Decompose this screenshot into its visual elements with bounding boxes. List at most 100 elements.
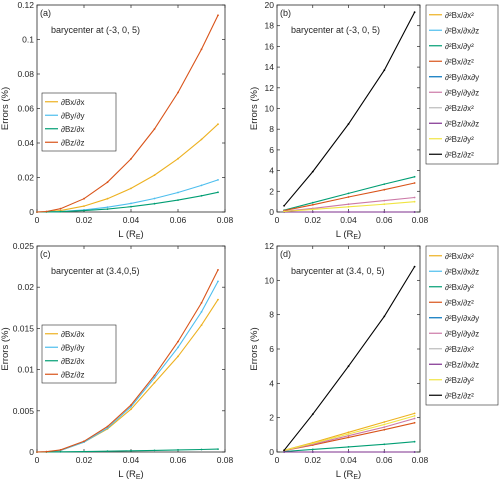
data-point (383, 183, 386, 186)
x-tick-label: 0 (275, 455, 280, 465)
data-point (106, 197, 109, 200)
data-point (200, 302, 203, 304)
legend: ∂²Bx/∂x² ∂²Bx/∂x∂z ∂²Bx/∂y² ∂²Bx/∂z² ∂²By/∂x… (425, 4, 499, 165)
data-point (217, 448, 219, 450)
legend-entry: ∂²Bz/∂y² (445, 135, 474, 144)
data-point (347, 203, 350, 206)
legend-entry: ∂²By/∂y∂z (445, 88, 479, 97)
data-point (413, 415, 416, 417)
data-point (153, 197, 156, 200)
data-point (200, 48, 203, 51)
legend-entry: ∂²Bz/∂x∂z (445, 360, 479, 369)
x-tick-label: 0.08 (412, 455, 429, 465)
y-tick-label: 0.08 (17, 69, 34, 79)
series-line (36, 191, 219, 213)
data-point (153, 376, 156, 379)
legend-entry: ∂²Bz/∂x² (445, 345, 474, 354)
panel-label: (d) (280, 249, 291, 259)
chart-panel-2: 0 0.02 0.04 0.06 0.08 0 2 4 6 8 10 12 14 16 18 20 L (RE)… (249, 0, 499, 241)
data-point (311, 170, 314, 173)
data-point (413, 175, 416, 178)
series-line (36, 15, 219, 213)
y-tick-label: 0.12 (17, 0, 34, 10)
series-line (37, 448, 219, 453)
data-point (383, 443, 386, 446)
panel-label: (a) (40, 8, 51, 18)
data-point (59, 450, 62, 453)
data-point (130, 408, 132, 411)
series-6 (283, 196, 416, 213)
data-point (36, 211, 38, 213)
y-tick-label: 0 (269, 207, 274, 217)
data-point (283, 451, 285, 453)
legend-entry: ∂Bx/∂x (61, 330, 84, 339)
legend-entry: ∂²Bx/∂x∂z (445, 26, 479, 35)
legend-entry: ∂²Bx/∂y² (445, 283, 474, 292)
barycenter-annotation: barycenter at (-3, 0, 5) (51, 25, 140, 35)
data-point (130, 449, 132, 452)
x-tick-label: 0.06 (170, 455, 187, 465)
data-point (383, 69, 386, 72)
y-tick-label: 0.025 (13, 241, 35, 251)
y-tick-label: 0 (29, 447, 34, 457)
data-point (413, 211, 416, 213)
legend-entry: ∂Bz/∂z (61, 138, 84, 147)
data-point (311, 203, 314, 206)
x-tick-label: 0 (275, 215, 280, 225)
data-point (347, 434, 350, 437)
y-tick-label: 0.02 (17, 173, 34, 183)
data-point (177, 355, 179, 358)
data-point (106, 208, 109, 211)
y-tick-label: 8 (269, 310, 274, 320)
data-point (130, 404, 132, 406)
data-point (217, 269, 219, 271)
data-point (153, 202, 156, 205)
data-point (130, 405, 132, 408)
x-tick-label: 0.08 (217, 455, 234, 465)
data-point (347, 365, 350, 368)
data-point (177, 449, 179, 451)
x-tick-label: 0.02 (76, 215, 93, 225)
data-point (283, 449, 285, 452)
y-tick-label: 6 (269, 344, 274, 354)
legend-box (425, 245, 499, 406)
data-point (153, 449, 156, 452)
data-point (311, 208, 314, 211)
x-tick-label: 0 (35, 215, 40, 225)
data-point (347, 436, 350, 439)
x-tick-label: 0 (35, 455, 40, 465)
data-point (413, 421, 416, 424)
data-point (177, 340, 179, 343)
legend-entry: ∂²Bx/∂x² (445, 11, 474, 20)
data-point (177, 346, 179, 349)
data-point (177, 191, 179, 194)
data-point (383, 426, 386, 428)
data-point (130, 205, 132, 208)
x-tick-label: 0.08 (217, 215, 234, 225)
data-point (311, 201, 314, 204)
x-tick-label: 0.06 (376, 455, 393, 465)
data-point (413, 196, 416, 199)
data-point (59, 207, 62, 210)
y-tick-label: 0.01 (17, 365, 34, 375)
data-point (45, 450, 48, 453)
data-point (283, 204, 285, 207)
x-axis-label: L (RE) (118, 469, 143, 481)
legend-entry: ∂²Bx/∂z² (445, 57, 474, 66)
x-tick-label: 0.04 (123, 455, 140, 465)
series-9 (283, 200, 416, 213)
data-point (217, 179, 219, 181)
legend-entry: ∂²By/∂x∂y (445, 73, 479, 82)
data-point (413, 11, 416, 14)
data-point (200, 448, 203, 451)
chart-panel-4: 0 0.02 0.04 0.06 0.08 0 2 4 6 8 10 12 L (RE) Errors (… (249, 241, 499, 481)
x-tick-label: 0.02 (304, 215, 321, 225)
data-point (200, 138, 203, 141)
data-point (383, 315, 386, 318)
legend-entry: ∂Bz/∂x (61, 357, 84, 366)
data-point (217, 298, 219, 301)
series-8 (283, 211, 416, 213)
series-10 (283, 265, 416, 452)
data-point (383, 199, 386, 202)
y-tick-label: 12 (265, 241, 275, 251)
